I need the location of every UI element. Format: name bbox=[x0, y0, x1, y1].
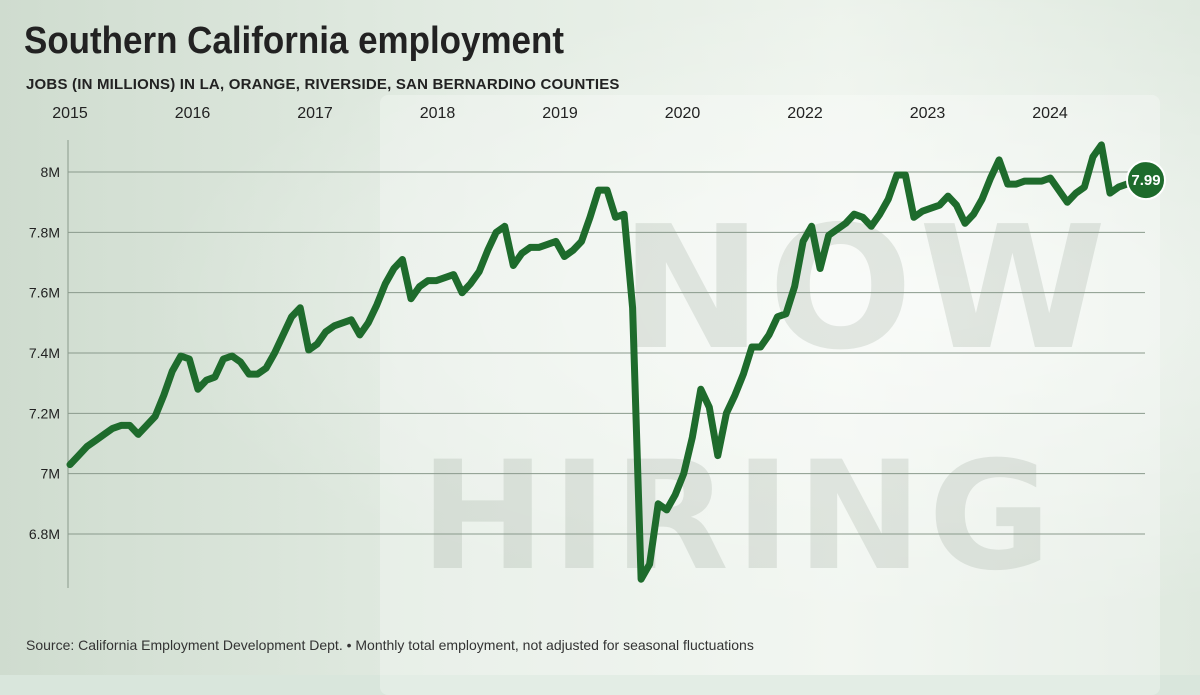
x-axis-ticks: 2015 2016 2017 2018 2019 2020 2022 2023 2024 bbox=[52, 105, 1068, 122]
x-tick-label: 2023 bbox=[910, 105, 946, 122]
y-tick-label: 8M bbox=[41, 164, 60, 180]
y-tick-label: 7.2M bbox=[29, 405, 60, 421]
x-tick-label: 2018 bbox=[420, 105, 456, 122]
x-tick-label: 2024 bbox=[1032, 105, 1068, 122]
x-tick-label: 2015 bbox=[52, 105, 88, 122]
end-value-circle bbox=[1126, 160, 1166, 201]
x-tick-label: 2016 bbox=[175, 105, 211, 122]
y-tick-label: 7.8M bbox=[29, 224, 60, 240]
y-tick-label: 6.8M bbox=[29, 526, 60, 542]
series-line-employment bbox=[66, 141, 1131, 583]
x-tick-label: 2019 bbox=[542, 105, 578, 122]
page-title: Southern California employment bbox=[24, 20, 565, 62]
background-sign bbox=[380, 95, 1160, 695]
end-value-badge: 7.99 bbox=[1126, 160, 1166, 201]
y-tick-label: 7.4M bbox=[29, 345, 60, 361]
background-watermark-hiring: HIRING bbox=[420, 430, 1058, 604]
end-value-label: 7.99 bbox=[1131, 172, 1160, 189]
background-photo bbox=[0, 0, 1200, 675]
y-axis-ticks: 6.8M 7M 7.2M 7.4M 7.6M 7.8M 8M bbox=[29, 164, 60, 542]
chart-subtitle: JOBS (IN MILLIONS) IN LA, ORANGE, RIVERS… bbox=[26, 76, 620, 93]
x-tick-label: 2022 bbox=[787, 105, 823, 122]
background-watermark-now: NOW bbox=[620, 190, 1113, 388]
grid-lines bbox=[68, 171, 1145, 535]
x-tick-label: 2017 bbox=[297, 105, 333, 122]
x-tick-label: 2020 bbox=[665, 105, 701, 122]
source-note: Source: California Employment Developmen… bbox=[26, 637, 754, 653]
y-tick-label: 7.6M bbox=[29, 285, 60, 301]
y-tick-label: 7M bbox=[41, 466, 60, 482]
